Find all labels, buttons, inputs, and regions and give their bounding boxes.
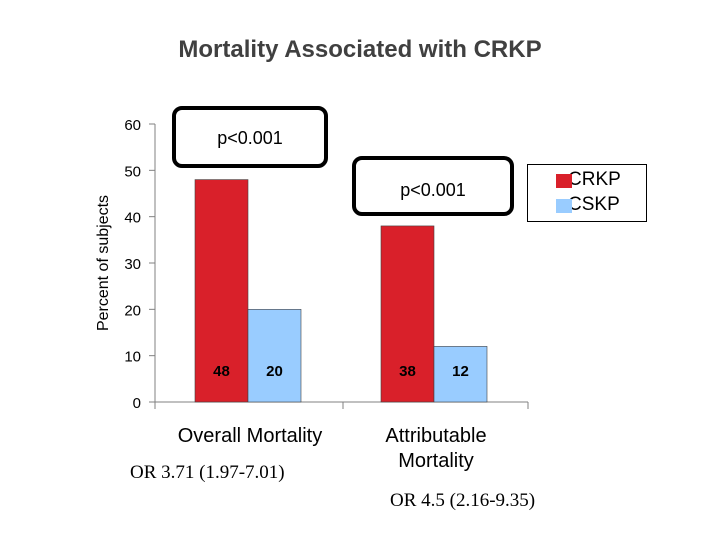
x-category-label: Attributable [385, 425, 486, 447]
bar-cskp-1 [247, 309, 302, 403]
y-axis-title: Percent of subjects [95, 195, 112, 331]
p-value-annotation-overall: p<0.001 [172, 106, 328, 168]
x-category-label: Mortality [398, 450, 474, 472]
bar-crkp-2 [380, 225, 435, 403]
bar-cskp-2 [433, 346, 488, 403]
y-tick-label: 30 [124, 256, 141, 273]
legend-entry-crkp: CRKP [556, 169, 621, 193]
p-value-annotation-attributable: p<0.001 [352, 156, 514, 216]
odds-ratio-attributable: OR 4.5 (2.16-9.35) [390, 490, 536, 511]
legend-swatch-crkp [556, 174, 572, 188]
y-tick-label: 40 [124, 210, 141, 227]
data-label-cskp-2: 12 [452, 363, 469, 380]
chart-legend: CRKP CSKP [527, 164, 647, 222]
y-tick-label: 50 [124, 163, 141, 180]
y-tick-label: 10 [124, 349, 141, 366]
odds-ratio-overall: OR 3.71 (1.97-7.01) [130, 462, 285, 483]
x-category-label: Overall Mortality [178, 425, 322, 447]
bar-crkp-1 [194, 179, 249, 403]
legend-label-cskp: CSKP [568, 194, 620, 215]
y-tick-label: 60 [124, 117, 141, 134]
legend-entry-cskp: CSKP [556, 194, 620, 218]
y-tick-label: 0 [133, 395, 141, 412]
data-label-cskp-1: 20 [266, 363, 283, 380]
legend-label-crkp: CRKP [568, 169, 621, 190]
slide-title: Mortality Associated with CRKP [178, 36, 542, 63]
y-tick-label: 20 [124, 302, 141, 319]
legend-swatch-cskp [556, 199, 572, 213]
data-label-crkp-2: 38 [399, 363, 416, 380]
data-label-crkp-1: 48 [213, 363, 230, 380]
